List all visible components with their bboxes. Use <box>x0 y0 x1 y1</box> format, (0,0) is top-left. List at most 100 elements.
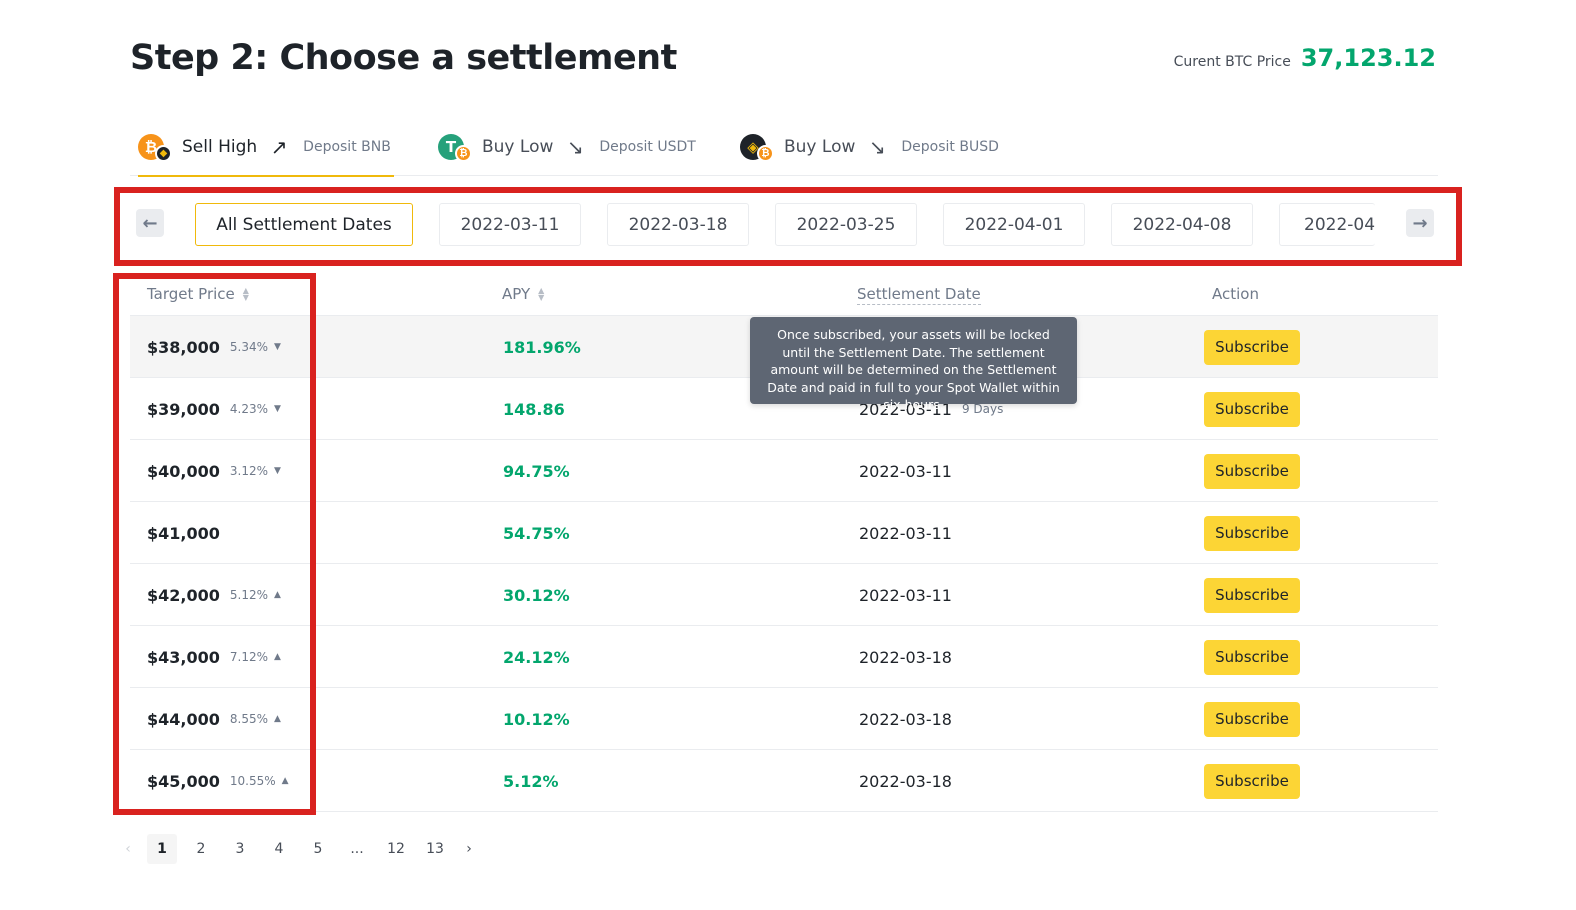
arrow-down-right-icon: ↘ <box>567 135 584 159</box>
tab-sell-high-bnb[interactable]: ₿ ◆ Sell High ↗ Deposit BNB <box>138 118 394 177</box>
pagination: ‹ 1 2 3 4 5 ... 12 13 › <box>118 834 488 864</box>
target-price: $39,000 <box>147 399 220 419</box>
date-chip[interactable]: 2022-04-01 <box>943 203 1085 246</box>
column-label: Target Price <box>147 285 235 303</box>
column-label: Settlement Date <box>857 285 981 305</box>
subscribe-button[interactable]: Subscribe <box>1204 391 1300 427</box>
tab-buy-low-usdt[interactable]: T ₿ Buy Low ↘ Deposit USDT <box>438 118 708 176</box>
page-button[interactable]: 4 <box>274 841 284 857</box>
apy-value: 10.12% <box>503 709 570 729</box>
column-action: Action <box>1212 285 1259 303</box>
apy-cell: 148.86 <box>503 378 565 440</box>
btc-price-label: Curent BTC Price <box>1173 54 1291 70</box>
tab-buy-low-busd[interactable]: ◈ ₿ Buy Low ↘ Deposit BUSD <box>740 118 1010 176</box>
table-row: $41,000 54.75% 2022-03-11 Subscribe <box>130 502 1438 564</box>
subscribe-button[interactable]: Subscribe <box>1204 763 1300 799</box>
price-change-pct: 5.34% <box>229 340 268 354</box>
apy-value: 5.12% <box>503 771 559 791</box>
price-change-pct: 3.12% <box>229 464 268 478</box>
btc-icon: ₿ <box>757 145 774 162</box>
column-label: Action <box>1212 285 1259 303</box>
date-chip[interactable]: 2022-04- <box>1279 203 1375 246</box>
page-button[interactable]: 2 <box>196 841 206 857</box>
page-button[interactable]: 13 <box>426 841 444 857</box>
action-cell: Subscribe <box>1204 750 1300 812</box>
triangle-up-icon: ▲ <box>281 776 289 786</box>
coin-pair: ₿ ◆ <box>138 132 174 162</box>
apy-cell: 24.12% <box>503 626 570 688</box>
apy-value: 54.75% <box>503 523 570 543</box>
target-price-cell: $45,000 10.55% ▲ <box>147 750 289 812</box>
settlement-date: 2022-03-11 <box>859 523 952 543</box>
subscribe-button[interactable]: Subscribe <box>1204 329 1300 365</box>
date-chip[interactable]: 2022-04-08 <box>1111 203 1253 246</box>
settlement-date: 2022-03-18 <box>859 647 952 667</box>
tab-label: Buy Low <box>784 137 856 157</box>
page-title: Step 2: Choose a settlement <box>130 38 677 78</box>
apy-cell: 30.12% <box>503 564 570 626</box>
apy-cell: 10.12% <box>503 688 570 750</box>
target-price-cell: $41,000 <box>147 502 230 564</box>
apy-cell: 94.75% <box>503 440 570 502</box>
settlement-date: 2022-03-11 <box>859 461 952 481</box>
page-ellipsis: ... <box>350 841 364 857</box>
triangle-down-icon: ▼ <box>274 342 281 352</box>
apy-value: 181.96% <box>503 337 581 357</box>
action-cell: Subscribe <box>1204 564 1300 626</box>
settlement-date: 2022-03-11 <box>859 585 952 605</box>
settlement-date-cell: 2022-03-18 <box>859 688 952 750</box>
target-price-cell: $42,000 5.12% ▲ <box>147 564 281 626</box>
subscribe-button[interactable]: Subscribe <box>1204 515 1300 551</box>
settlement-date: 2022-03-18 <box>859 771 952 791</box>
action-cell: Subscribe <box>1204 688 1300 750</box>
date-chip[interactable]: 2022-03-18 <box>607 203 749 246</box>
triangle-up-icon: ▲ <box>274 652 281 662</box>
sort-icon[interactable]: ▲ ▼ <box>538 286 545 302</box>
page-button[interactable]: 3 <box>235 841 245 857</box>
apy-value: 24.12% <box>503 647 570 667</box>
column-apy[interactable]: APY ▲ ▼ <box>502 285 544 303</box>
action-cell: Subscribe <box>1204 440 1300 502</box>
arrow-left-icon[interactable]: ← <box>136 209 164 237</box>
column-target-price[interactable]: Target Price ▲ ▼ <box>147 285 249 303</box>
action-cell: Subscribe <box>1204 626 1300 688</box>
price-change-pct: 10.55% <box>229 774 276 788</box>
page-button[interactable]: 1 <box>147 834 177 864</box>
table-row: $39,000 4.23% ▼ 148.86 2022-03-11 9 Days Su… <box>130 378 1438 440</box>
target-price: $44,000 <box>147 709 220 729</box>
target-price: $38,000 <box>147 337 220 357</box>
target-price-cell: $40,000 3.12% ▼ <box>147 440 281 502</box>
target-price-cell: $43,000 7.12% ▲ <box>147 626 281 688</box>
subscribe-button[interactable]: Subscribe <box>1204 701 1300 737</box>
subscribe-button[interactable]: Subscribe <box>1204 639 1300 675</box>
date-chip[interactable]: 2022-03-25 <box>775 203 917 246</box>
apy-cell: 5.12% <box>503 750 559 812</box>
action-cell: Subscribe <box>1204 502 1300 564</box>
chevron-left-icon[interactable]: ‹ <box>125 841 131 857</box>
apy-value: 148.86 <box>503 399 565 419</box>
target-price-cell: $44,000 8.55% ▲ <box>147 688 281 750</box>
subscribe-button[interactable]: Subscribe <box>1204 577 1300 613</box>
target-price: $42,000 <box>147 585 220 605</box>
date-chip[interactable]: 2022-03-11 <box>439 203 581 246</box>
column-settlement-date[interactable]: Settlement Date <box>857 285 981 305</box>
btc-price-display: Curent BTC Price 37,123.12 <box>1174 44 1436 72</box>
settlement-date-cell: 2022-03-11 <box>859 502 952 564</box>
date-chip-all[interactable]: All Settlement Dates <box>195 203 413 246</box>
subscribe-button[interactable]: Subscribe <box>1204 453 1300 489</box>
triangle-up-icon: ▲ <box>274 590 281 600</box>
chevron-right-icon[interactable]: › <box>466 841 472 857</box>
page-button[interactable]: 5 <box>313 841 323 857</box>
strategy-tabs: ₿ ◆ Sell High ↗ Deposit BNB T ₿ Buy Low … <box>130 118 1438 177</box>
settlement-date: 2022-03-18 <box>859 709 952 729</box>
settlement-date-cell: 2022-03-18 <box>859 626 952 688</box>
sort-icon[interactable]: ▲ ▼ <box>242 286 249 302</box>
price-change-pct: 7.12% <box>229 650 268 664</box>
action-cell: Subscribe <box>1204 378 1300 440</box>
coin-pair: T ₿ <box>438 132 474 162</box>
arrow-down-right-icon: ↘ <box>869 135 886 159</box>
tab-label: Buy Low <box>482 137 554 157</box>
arrow-right-icon[interactable]: → <box>1406 209 1434 237</box>
tab-sub-label: Deposit BUSD <box>901 139 999 155</box>
page-button[interactable]: 12 <box>387 841 405 857</box>
